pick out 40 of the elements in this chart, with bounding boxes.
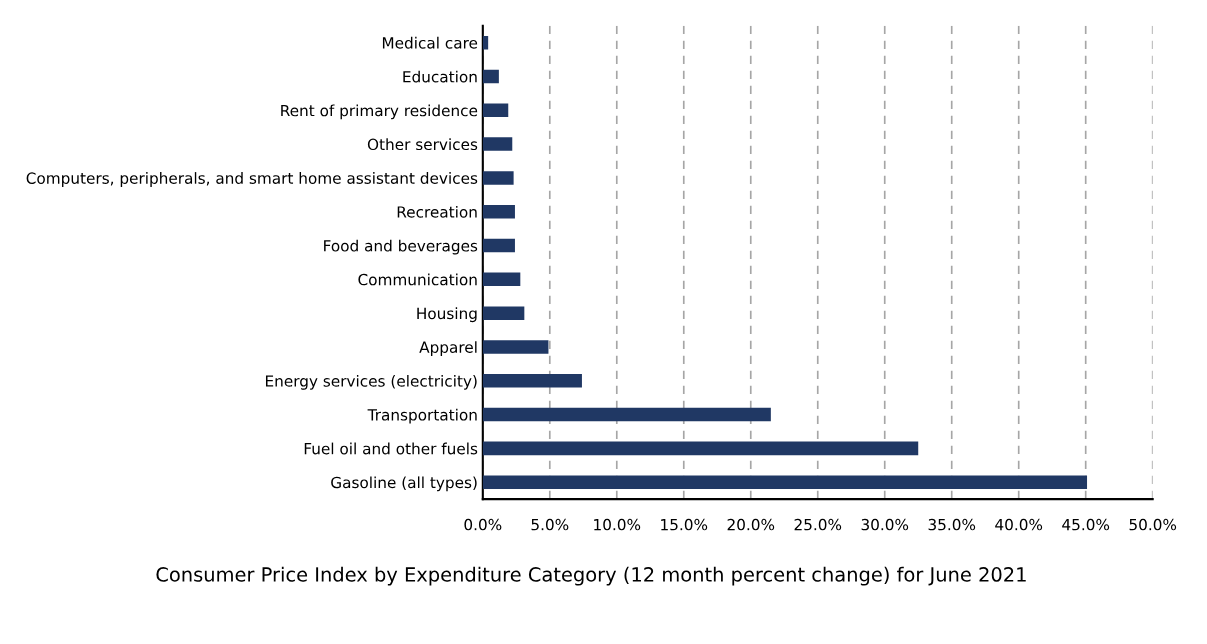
bar — [482, 35, 489, 50]
y-tick-label: Housing — [417, 307, 477, 323]
y-tick-label: Medical care — [382, 36, 478, 49]
bar — [482, 204, 515, 219]
y-tick-label: Apparel — [419, 341, 477, 356]
x-tick-label: 50.0% — [1129, 518, 1177, 531]
x-tick-label: 15.0% — [661, 518, 708, 531]
bar — [482, 306, 525, 320]
x-tick-label: 40.0% — [995, 518, 1043, 531]
y-tick-label: Communication — [358, 273, 477, 286]
bar — [482, 137, 513, 151]
bar — [482, 374, 582, 388]
y-tick-label: Fuel oil and other fuels — [304, 442, 478, 455]
x-tick-label: 0.0% — [464, 518, 502, 531]
x-tick-label: 30.0% — [861, 518, 909, 531]
bar — [482, 407, 771, 422]
bar — [482, 238, 515, 253]
bar — [482, 340, 549, 354]
y-tick-label: Recreation — [397, 205, 477, 218]
y-tick-label: Education — [403, 70, 477, 83]
y-tick-label: Rent of primary residence — [281, 104, 478, 120]
y-tick-label: Energy services (electricity) — [265, 374, 477, 390]
x-tick-label: 45.0% — [1062, 518, 1110, 531]
bar — [482, 441, 919, 456]
y-tick-label: Computers, peripherals, and smart home assistant devices — [26, 172, 478, 187]
y-tick-label: Gasoline (all types) — [331, 476, 477, 492]
y-tick-label: Food and beverages — [324, 239, 478, 255]
x-tick-label: 5.0% — [531, 518, 569, 531]
x-tick-label: 35.0% — [928, 518, 976, 531]
bar — [482, 171, 514, 185]
bar — [482, 475, 1088, 489]
bar — [482, 103, 509, 118]
bar — [482, 272, 521, 287]
x-tick-label: 10.0% — [594, 518, 641, 531]
x-tick-label: 20.0% — [727, 518, 775, 531]
text: Consumer Price Index by Expenditure Category (12 month percent change) for June 2021 — [156, 566, 1026, 586]
bar — [482, 69, 499, 84]
x-tick-label: 25.0% — [794, 518, 842, 531]
y-tick-label: Transportation — [367, 408, 477, 424]
y-tick-label: Other services — [367, 138, 478, 151]
